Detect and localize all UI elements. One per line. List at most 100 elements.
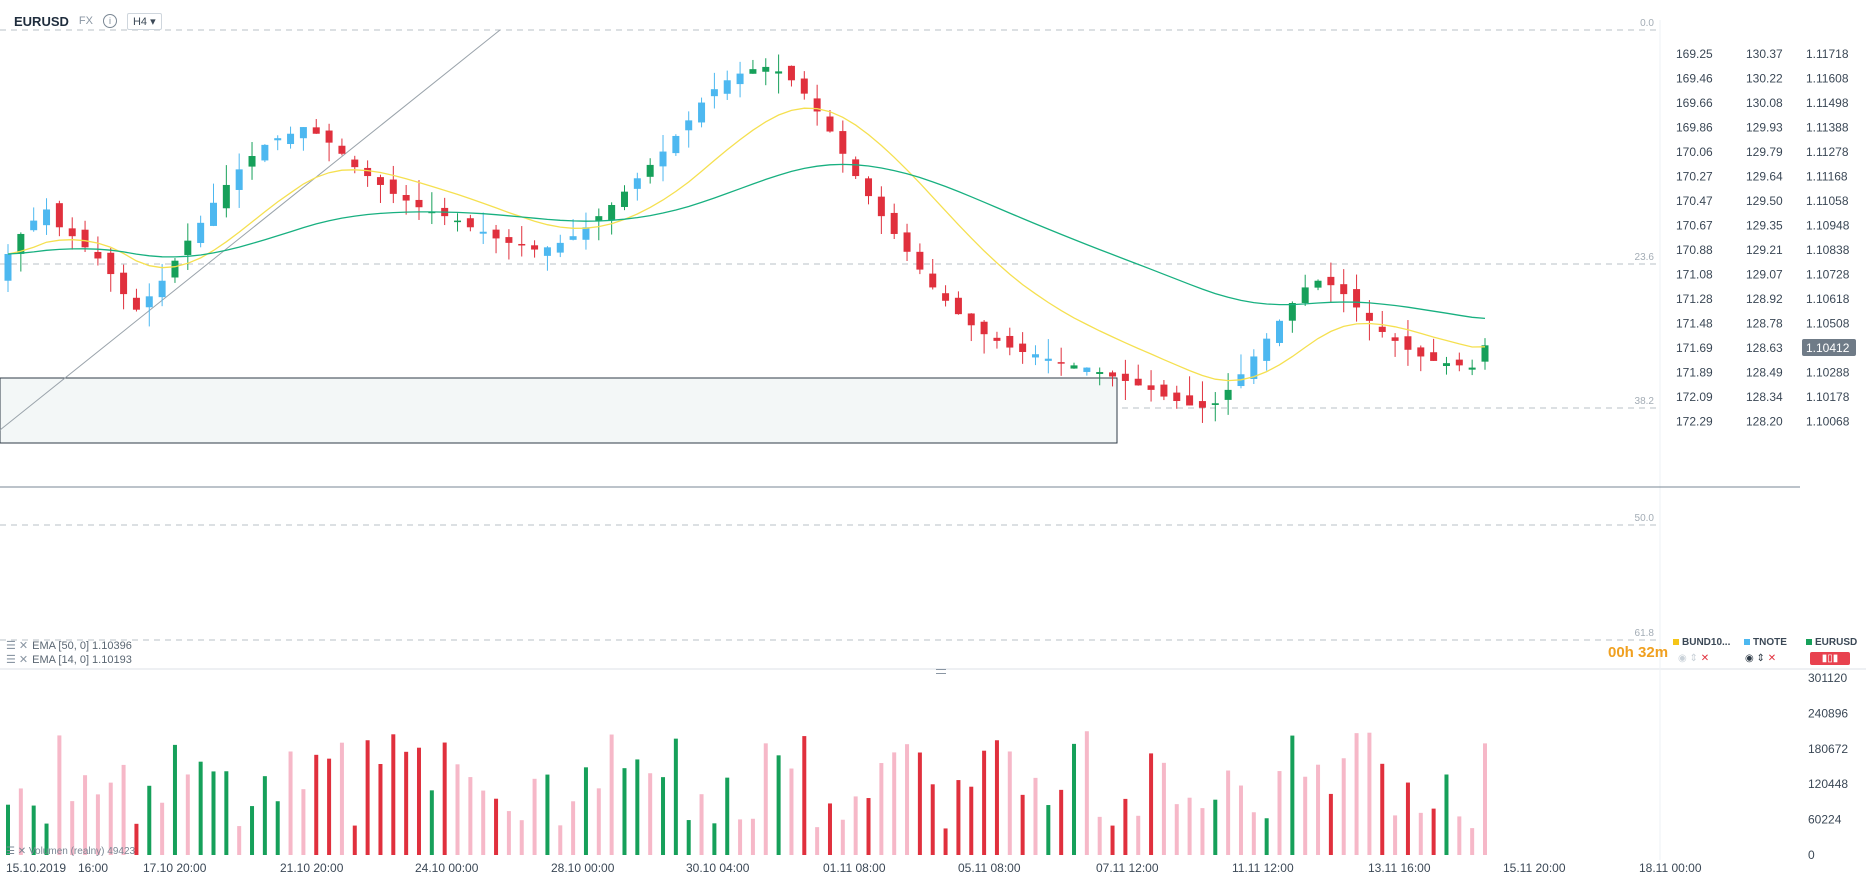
- candle-body: [1173, 392, 1181, 402]
- volume-bar: [429, 790, 434, 855]
- volume-icon: ☰ ✕: [6, 846, 29, 857]
- volume-bar: [1457, 816, 1462, 855]
- volume-bar: [1200, 808, 1205, 855]
- candle-body: [633, 178, 641, 189]
- eurusd-series-toggle[interactable]: ▮▯▮: [1810, 652, 1850, 665]
- bund-axis-tick: 171.89: [1676, 366, 1713, 380]
- candle-body: [1417, 347, 1425, 357]
- candle-body: [736, 73, 744, 85]
- volume-bar: [237, 826, 242, 855]
- bund-axis-tick: 169.66: [1676, 96, 1713, 110]
- volume-bar: [455, 764, 460, 855]
- candle-body: [890, 212, 898, 234]
- legend-swatch-icon: [1744, 639, 1750, 646]
- candle-body: [659, 151, 667, 167]
- time-axis-label: 17.10 20:00: [143, 861, 207, 875]
- volume-bar: [1136, 815, 1141, 855]
- volume-bar: [391, 734, 396, 855]
- move-icon[interactable]: ⇕: [1756, 653, 1765, 664]
- volume-bar: [686, 820, 691, 855]
- legend-bund[interactable]: BUND10...: [1673, 637, 1730, 648]
- volume-bar: [1046, 805, 1051, 855]
- volume-bar: [275, 801, 280, 855]
- eye-icon[interactable]: ◉: [1678, 653, 1687, 664]
- eurusd-axis-tick: 1.11388: [1806, 121, 1849, 135]
- candle-body: [723, 80, 731, 94]
- volume-axis-tick: 0: [1808, 848, 1815, 862]
- candle-body: [184, 240, 192, 255]
- countdown-minutes: 32m: [1638, 644, 1669, 661]
- close-icon[interactable]: ✕: [1767, 653, 1777, 664]
- eurusd-axis-tick: 1.10948: [1806, 219, 1850, 233]
- volume-bar: [1007, 751, 1012, 855]
- volume-bar: [571, 801, 576, 855]
- candle-body: [813, 98, 821, 112]
- volume-bar: [545, 774, 550, 855]
- tnote-axis-tick: 128.34: [1746, 390, 1783, 404]
- candle-body: [299, 127, 307, 139]
- volume-bar: [44, 823, 49, 855]
- volume-bar: [327, 758, 332, 855]
- symbol-name[interactable]: EURUSD: [14, 13, 69, 29]
- volume-bar: [1097, 816, 1102, 855]
- volume-bar: [879, 763, 884, 855]
- volume-bar: [1264, 818, 1269, 855]
- volume-bar: [1161, 762, 1166, 855]
- candle-body: [261, 144, 269, 161]
- volume-bar: [1213, 799, 1218, 855]
- time-axis-label: 05.11 08:00: [958, 861, 1021, 875]
- series-icon: ▮▯▮: [1821, 653, 1839, 664]
- volume-bar: [301, 789, 306, 855]
- legend-eurusd[interactable]: EURUSD: [1806, 637, 1857, 648]
- legend-tnote[interactable]: TNOTE: [1744, 637, 1787, 648]
- timeframe-select[interactable]: H4 ▾: [126, 12, 162, 30]
- candle-body: [158, 280, 166, 298]
- eurusd-axis-tick: 1.11168: [1806, 170, 1848, 184]
- volume-bar: [1290, 735, 1295, 855]
- volume-bar: [134, 823, 139, 855]
- volume-bar: [827, 803, 832, 855]
- candle-body: [916, 251, 924, 270]
- close-icon[interactable]: ✕: [1700, 653, 1710, 664]
- volume-bar: [1226, 770, 1231, 855]
- volume-bar: [1059, 789, 1064, 855]
- candle-body: [569, 236, 577, 240]
- eurusd-axis-tick: 1.10728: [1806, 268, 1850, 282]
- volume-bar: [314, 754, 319, 855]
- eye-icon[interactable]: ◉: [1745, 653, 1754, 664]
- volume-bar: [83, 775, 88, 855]
- time-axis-label: 13.11 16:00: [1368, 861, 1431, 875]
- candle-body: [595, 216, 603, 222]
- candle-body: [608, 205, 616, 221]
- legend-swatch-icon: [1673, 639, 1679, 646]
- move-icon[interactable]: ⇕: [1689, 653, 1698, 664]
- volume-bar: [609, 734, 614, 855]
- tnote-controls[interactable]: ◉ ⇕ ✕: [1745, 653, 1776, 664]
- tnote-axis-tick: 129.79: [1746, 145, 1783, 159]
- panel-splitter-handle[interactable]: [936, 669, 946, 674]
- candle-body: [1224, 389, 1232, 400]
- bund-controls[interactable]: ◉ ⇕ ✕: [1678, 653, 1709, 664]
- candle-body: [479, 231, 487, 234]
- volume-bar: [969, 786, 974, 855]
- volume-bar: [1110, 825, 1115, 855]
- volume-bar: [147, 785, 152, 855]
- candle-body: [415, 199, 423, 208]
- candle-countdown: 00h 32m: [1608, 644, 1668, 661]
- ema14-indicator-label[interactable]: ☰ ✕ EMA [14, 0] 1.10193: [6, 654, 132, 666]
- candle-body: [376, 177, 384, 185]
- volume-bar: [648, 773, 653, 855]
- bund-axis-tick: 171.48: [1676, 317, 1713, 331]
- candle-body: [775, 71, 783, 74]
- close-icon[interactable]: ☰ ✕: [6, 654, 29, 666]
- info-icon[interactable]: i: [102, 14, 117, 28]
- ema50-indicator-label[interactable]: ☰ ✕ EMA [50, 0] 1.10396: [6, 640, 132, 652]
- volume-bar: [468, 777, 473, 855]
- close-icon[interactable]: ☰ ✕: [6, 640, 29, 652]
- volume-bar: [1251, 812, 1256, 855]
- volume-bar: [725, 777, 730, 855]
- volume-bar: [905, 744, 910, 855]
- candle-body: [710, 89, 718, 97]
- volume-indicator-label[interactable]: ☰ ✕ Volumen (realny) 49423: [6, 846, 136, 857]
